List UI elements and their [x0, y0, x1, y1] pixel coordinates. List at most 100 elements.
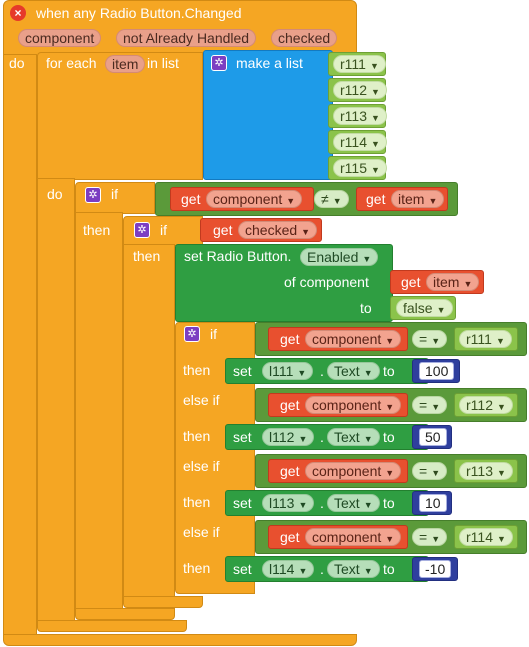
number-value[interactable]: -10 — [419, 560, 452, 578]
foreach-item-var[interactable]: item — [105, 55, 146, 73]
dot-label: . — [320, 561, 324, 577]
number-value[interactable]: 100 — [419, 362, 455, 380]
compare-value-dropdown[interactable]: r114 ▼ — [459, 528, 513, 546]
gear-icon[interactable]: ✲ — [184, 326, 200, 342]
get-label: get — [213, 222, 233, 238]
gear-icon[interactable]: ✲ — [134, 222, 150, 238]
operator-equal-dropdown[interactable]: = ▼ — [412, 330, 448, 348]
property-enabled-dropdown[interactable]: Enabled ▼ — [300, 248, 379, 266]
foreach-left-rail — [37, 178, 75, 624]
operator-equal-dropdown[interactable]: = ▼ — [412, 528, 448, 546]
list-item-r114-dropdown[interactable]: r114 ▼ — [333, 133, 387, 151]
set-label: set — [233, 495, 252, 511]
if-label: if — [210, 326, 217, 342]
list-item-r113-dropdown[interactable]: r113 ▼ — [333, 107, 387, 125]
foreach-label: for each — [46, 55, 97, 71]
foreach-in-list-label: in list — [147, 55, 179, 71]
if-label: if — [111, 186, 118, 202]
get-component-dropdown[interactable]: component ▼ — [206, 190, 303, 208]
property-text-dropdown[interactable]: Text ▼ — [327, 362, 380, 380]
compare-value-dropdown[interactable]: r111 ▼ — [459, 330, 512, 348]
dropdown-arrow-icon: ▼ — [431, 402, 441, 412]
dropdown-arrow-icon: ▼ — [431, 468, 441, 478]
dot-label: . — [320, 429, 324, 445]
target-label-dropdown[interactable]: l111 ▼ — [262, 362, 314, 380]
dropdown-arrow-icon: ▼ — [298, 434, 308, 444]
dot-label: . — [320, 495, 324, 511]
dropdown-arrow-icon: ▼ — [298, 566, 308, 576]
else-if-label: else if — [183, 458, 220, 474]
event-title: when any Radio Button.Changed — [36, 5, 242, 21]
dropdown-arrow-icon: ▼ — [370, 87, 380, 97]
close-icon[interactable]: × — [10, 5, 26, 21]
dropdown-arrow-icon: ▼ — [385, 534, 395, 544]
operator-not-equal-dropdown[interactable]: ≠ ▼ — [314, 190, 349, 208]
property-text-dropdown[interactable]: Text ▼ — [327, 428, 380, 446]
dot-label: . — [320, 363, 324, 379]
then-label: then — [183, 428, 211, 444]
get-component-dropdown[interactable]: component ▼ — [305, 330, 402, 348]
param-component[interactable]: component — [18, 29, 102, 47]
dropdown-arrow-icon: ▼ — [496, 468, 506, 478]
false-dropdown[interactable]: false ▼ — [396, 299, 453, 317]
compare-value-dropdown[interactable]: r112 ▼ — [459, 396, 513, 414]
set-label-text-block[interactable] — [225, 358, 429, 384]
if-block-checked-bottom — [123, 596, 203, 608]
operator-equal-dropdown[interactable]: = ▼ — [412, 462, 448, 480]
dropdown-arrow-icon: ▼ — [363, 368, 373, 378]
target-label-dropdown[interactable]: l113 ▼ — [262, 494, 315, 512]
property-text-dropdown[interactable]: Text ▼ — [327, 494, 380, 512]
get-component-dropdown[interactable]: component ▼ — [305, 462, 402, 480]
list-item-r115-dropdown[interactable]: r115 ▼ — [333, 159, 387, 177]
foreach-do-label: do — [47, 186, 63, 202]
make-a-list-block[interactable] — [203, 50, 333, 180]
foreach-block[interactable] — [37, 52, 203, 180]
if-block-not-equal-rail — [75, 212, 123, 612]
if-block-checked-rail — [123, 244, 175, 602]
operator-equal-dropdown[interactable]: = ▼ — [412, 396, 448, 414]
get-label: get — [280, 331, 300, 347]
dropdown-arrow-icon: ▼ — [332, 196, 342, 206]
dropdown-arrow-icon: ▼ — [286, 196, 296, 206]
list-item-r112-dropdown[interactable]: r112 ▼ — [333, 81, 387, 99]
get-label: get — [280, 529, 300, 545]
param-not-already-handled[interactable]: not Already Handled — [116, 29, 257, 47]
get-item-dropdown[interactable]: item ▼ — [391, 190, 445, 208]
get-component-dropdown[interactable]: component ▼ — [305, 528, 402, 546]
list-item-r111-dropdown[interactable]: r111 ▼ — [333, 55, 386, 73]
dropdown-arrow-icon: ▼ — [369, 61, 379, 71]
number-value[interactable]: 10 — [419, 494, 447, 512]
get-item-dropdown[interactable]: item ▼ — [426, 273, 480, 291]
compare-value-dropdown[interactable]: r113 ▼ — [459, 462, 513, 480]
get-component-dropdown[interactable]: component ▼ — [305, 396, 402, 414]
set-label: set — [233, 561, 252, 577]
number-value[interactable]: 50 — [419, 428, 447, 446]
foreach-bottom — [37, 620, 187, 632]
target-label-dropdown[interactable]: l112 ▼ — [262, 428, 315, 446]
then-label: then — [183, 560, 211, 576]
dropdown-arrow-icon: ▼ — [495, 336, 505, 346]
to-label: to — [383, 429, 395, 445]
property-text-dropdown[interactable]: Text ▼ — [327, 560, 380, 578]
dropdown-arrow-icon: ▼ — [363, 566, 373, 576]
target-label-dropdown[interactable]: l114 ▼ — [262, 560, 315, 578]
if-label: if — [160, 222, 167, 238]
dropdown-arrow-icon: ▼ — [385, 468, 395, 478]
dropdown-arrow-icon: ▼ — [431, 534, 441, 544]
dropdown-arrow-icon: ▼ — [370, 139, 380, 149]
gear-icon[interactable]: ✲ — [85, 187, 101, 203]
then-label: then — [83, 222, 111, 238]
dropdown-arrow-icon: ▼ — [362, 254, 372, 264]
gear-icon[interactable]: ✲ — [211, 55, 227, 71]
dropdown-arrow-icon: ▼ — [496, 402, 506, 412]
get-label: get — [181, 191, 201, 207]
get-label: get — [280, 463, 300, 479]
get-checked-dropdown[interactable]: checked ▼ — [238, 221, 318, 239]
param-checked[interactable]: checked — [271, 29, 338, 47]
to-label: to — [383, 495, 395, 511]
make-a-list-label: make a list — [236, 55, 303, 71]
to-label: to — [383, 561, 395, 577]
dropdown-arrow-icon: ▼ — [298, 500, 308, 510]
then-label: then — [133, 248, 161, 264]
dropdown-arrow-icon: ▼ — [301, 227, 311, 237]
